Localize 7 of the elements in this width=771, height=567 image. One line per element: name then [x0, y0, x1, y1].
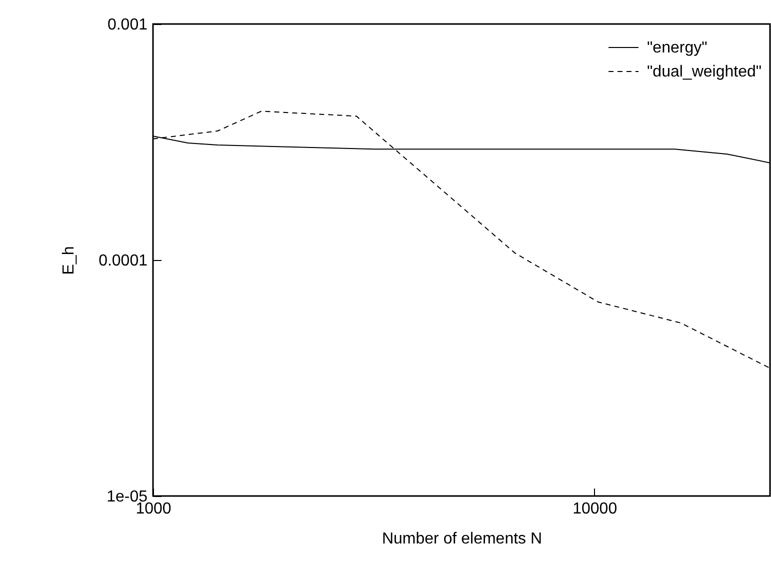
x-tick-label: 10000	[572, 500, 618, 518]
x-axis-title: Number of elements N	[382, 530, 542, 548]
y-tick-label: 0.001	[107, 16, 148, 34]
legend-label: "dual_weighted"	[647, 64, 762, 80]
y-axis-title: E_h	[60, 246, 78, 275]
legend-label: "energy"	[647, 40, 708, 56]
y-tick-label: 0.0001	[98, 252, 148, 270]
